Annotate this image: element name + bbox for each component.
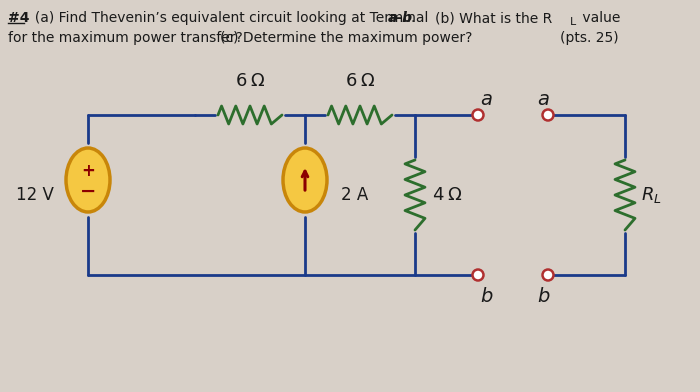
Text: #4: #4 — [8, 11, 29, 25]
Text: b: b — [480, 287, 492, 307]
Text: value: value — [578, 11, 620, 25]
Text: L: L — [570, 17, 576, 27]
Text: 2 A: 2 A — [341, 186, 368, 204]
Text: 4 Ω: 4 Ω — [433, 186, 462, 204]
Circle shape — [473, 109, 484, 120]
Text: $R_L$: $R_L$ — [641, 185, 662, 205]
Circle shape — [542, 109, 554, 120]
Ellipse shape — [66, 148, 110, 212]
Circle shape — [473, 270, 484, 281]
Text: +: + — [81, 162, 95, 180]
Text: (c) Determine the maximum power?: (c) Determine the maximum power? — [220, 31, 472, 45]
Text: (pts. 25): (pts. 25) — [560, 31, 619, 45]
Text: a: a — [480, 89, 492, 109]
Text: (b) What is the R: (b) What is the R — [435, 11, 552, 25]
Text: b: b — [537, 287, 550, 307]
Text: for the maximum power transfer?: for the maximum power transfer? — [8, 31, 243, 45]
Text: 6 Ω: 6 Ω — [346, 72, 375, 90]
Text: −: − — [80, 181, 96, 200]
Circle shape — [542, 270, 554, 281]
Text: a: a — [537, 89, 549, 109]
Text: (a) Find Thevenin’s equivalent circuit looking at Terminal: (a) Find Thevenin’s equivalent circuit l… — [26, 11, 433, 25]
Text: 12 V: 12 V — [16, 186, 54, 204]
Text: a-b: a-b — [388, 11, 413, 25]
Text: 6 Ω: 6 Ω — [236, 72, 265, 90]
Text: .: . — [410, 11, 414, 25]
Ellipse shape — [283, 148, 327, 212]
